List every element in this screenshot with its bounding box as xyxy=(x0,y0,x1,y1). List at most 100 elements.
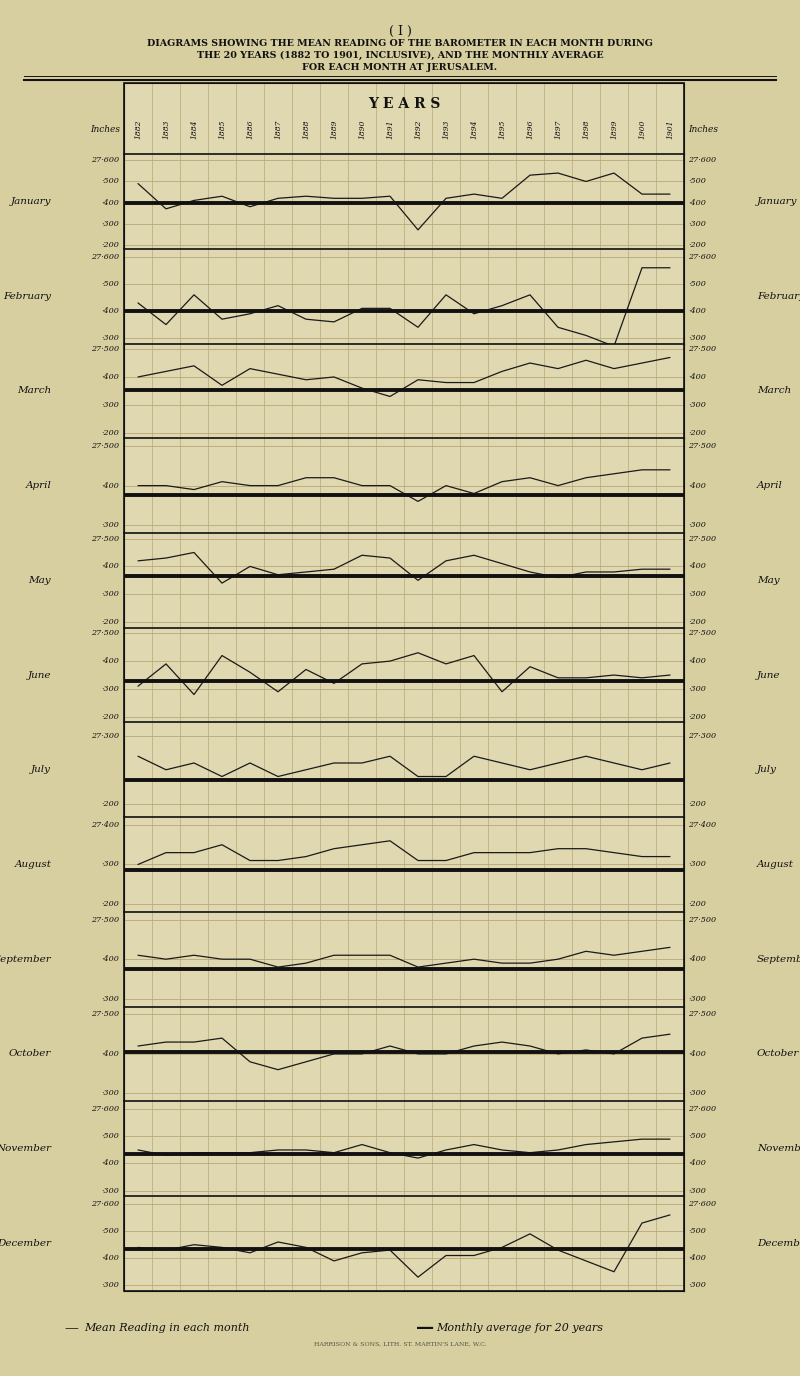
Text: December: December xyxy=(757,1238,800,1248)
Text: ·300: ·300 xyxy=(102,400,119,409)
Text: 1890: 1890 xyxy=(358,120,366,139)
Text: 27·400: 27·400 xyxy=(689,821,717,828)
Text: 27·600: 27·600 xyxy=(91,157,119,164)
Text: ·300: ·300 xyxy=(689,522,706,530)
Text: 1891: 1891 xyxy=(386,120,394,139)
Text: ·200: ·200 xyxy=(102,241,119,249)
Text: ·200: ·200 xyxy=(689,241,706,249)
Text: ·300: ·300 xyxy=(689,590,706,599)
Text: February: February xyxy=(3,292,51,301)
Text: January: January xyxy=(757,197,798,206)
Text: 1884: 1884 xyxy=(190,120,198,139)
Text: ·400: ·400 xyxy=(102,373,119,381)
Text: 1887: 1887 xyxy=(274,120,282,139)
Text: 27·500: 27·500 xyxy=(689,629,717,637)
Text: ·200: ·200 xyxy=(102,799,119,808)
Text: ·400: ·400 xyxy=(689,373,706,381)
Text: ·400: ·400 xyxy=(689,1050,706,1058)
Text: ·500: ·500 xyxy=(102,1227,119,1236)
Text: 1889: 1889 xyxy=(330,120,338,139)
Text: 27·500: 27·500 xyxy=(91,629,119,637)
Text: ·400: ·400 xyxy=(102,1160,119,1167)
Text: ·300: ·300 xyxy=(689,1186,706,1194)
Text: ·400: ·400 xyxy=(102,563,119,571)
Text: October: October xyxy=(757,1050,799,1058)
Text: ·400: ·400 xyxy=(689,198,706,206)
Text: ·300: ·300 xyxy=(689,334,706,343)
Text: ·300: ·300 xyxy=(102,1090,119,1098)
Text: ·300: ·300 xyxy=(102,220,119,227)
Text: 1883: 1883 xyxy=(162,120,170,139)
Text: 1895: 1895 xyxy=(498,120,506,139)
Text: Monthly average for 20 years: Monthly average for 20 years xyxy=(436,1322,603,1333)
Text: 27·500: 27·500 xyxy=(91,442,119,450)
Text: 27·500: 27·500 xyxy=(91,1010,119,1018)
Text: FOR EACH MONTH AT JERUSALEM.: FOR EACH MONTH AT JERUSALEM. xyxy=(302,63,498,73)
Text: 1899: 1899 xyxy=(610,120,618,139)
Text: ·200: ·200 xyxy=(102,429,119,436)
Text: July: July xyxy=(31,765,51,775)
Text: 1897: 1897 xyxy=(554,120,562,139)
Text: ·300: ·300 xyxy=(102,590,119,599)
Text: April: April xyxy=(26,482,51,490)
Text: May: May xyxy=(757,575,779,585)
Text: 1900: 1900 xyxy=(638,120,646,139)
Text: 1898: 1898 xyxy=(582,120,590,139)
Text: ·400: ·400 xyxy=(689,658,706,665)
Text: ·400: ·400 xyxy=(102,198,119,206)
Text: 27·600: 27·600 xyxy=(689,1105,717,1113)
Text: ·300: ·300 xyxy=(689,860,706,868)
Text: ·400: ·400 xyxy=(102,1050,119,1058)
Text: July: July xyxy=(757,765,777,775)
Text: ·500: ·500 xyxy=(102,279,119,288)
Text: May: May xyxy=(29,575,51,585)
Text: Y E A R S: Y E A R S xyxy=(368,96,440,111)
Text: ·400: ·400 xyxy=(689,1160,706,1167)
Text: ·300: ·300 xyxy=(102,860,119,868)
Text: February: February xyxy=(757,292,800,301)
Text: DIAGRAMS SHOWING THE MEAN READING OF THE BAROMETER IN EACH MONTH DURING: DIAGRAMS SHOWING THE MEAN READING OF THE… xyxy=(147,39,653,48)
Text: September: September xyxy=(757,955,800,963)
Text: June: June xyxy=(757,670,780,680)
Text: ·300: ·300 xyxy=(102,1281,119,1289)
Text: ·200: ·200 xyxy=(689,900,706,908)
Text: ·200: ·200 xyxy=(689,429,706,436)
Text: ·300: ·300 xyxy=(102,522,119,530)
Text: ·200: ·200 xyxy=(102,900,119,908)
Text: ·200: ·200 xyxy=(689,618,706,626)
Text: ·200: ·200 xyxy=(102,713,119,721)
Text: ·400: ·400 xyxy=(689,482,706,490)
Text: ·400: ·400 xyxy=(689,1254,706,1262)
Text: 27·600: 27·600 xyxy=(689,157,717,164)
Text: 1894: 1894 xyxy=(470,120,478,139)
Text: 1896: 1896 xyxy=(526,120,534,139)
Text: Inches: Inches xyxy=(90,125,120,133)
Text: ·300: ·300 xyxy=(689,995,706,1003)
Text: ·400: ·400 xyxy=(102,1254,119,1262)
Text: THE 20 YEARS (1882 TO 1901, INCLUSIVE), AND THE MONTHLY AVERAGE: THE 20 YEARS (1882 TO 1901, INCLUSIVE), … xyxy=(197,51,603,61)
Text: ·400: ·400 xyxy=(102,955,119,963)
Text: March: March xyxy=(757,387,791,395)
Text: —: — xyxy=(416,1318,434,1337)
Text: November: November xyxy=(757,1143,800,1153)
Text: ·300: ·300 xyxy=(689,1281,706,1289)
Text: 27·500: 27·500 xyxy=(91,534,119,542)
Text: ·400: ·400 xyxy=(689,955,706,963)
Text: 27·500: 27·500 xyxy=(91,345,119,354)
Text: ·200: ·200 xyxy=(689,713,706,721)
Text: ·300: ·300 xyxy=(102,685,119,694)
Text: —: — xyxy=(64,1321,78,1335)
Text: 27·600: 27·600 xyxy=(689,253,717,261)
Text: 1886: 1886 xyxy=(246,120,254,139)
Text: 27·500: 27·500 xyxy=(689,915,717,923)
Text: 27·600: 27·600 xyxy=(689,1200,717,1208)
Text: ·400: ·400 xyxy=(102,307,119,315)
Text: 27·500: 27·500 xyxy=(689,1010,717,1018)
Text: 1888: 1888 xyxy=(302,120,310,139)
Text: ·300: ·300 xyxy=(689,685,706,694)
Text: HARRISON & SONS, LITH. ST. MARTIN'S LANE, W.C.: HARRISON & SONS, LITH. ST. MARTIN'S LANE… xyxy=(314,1342,486,1347)
Text: ·300: ·300 xyxy=(102,1186,119,1194)
Text: January: January xyxy=(10,197,51,206)
Text: 27·300: 27·300 xyxy=(91,732,119,740)
Text: 27·300: 27·300 xyxy=(689,732,717,740)
